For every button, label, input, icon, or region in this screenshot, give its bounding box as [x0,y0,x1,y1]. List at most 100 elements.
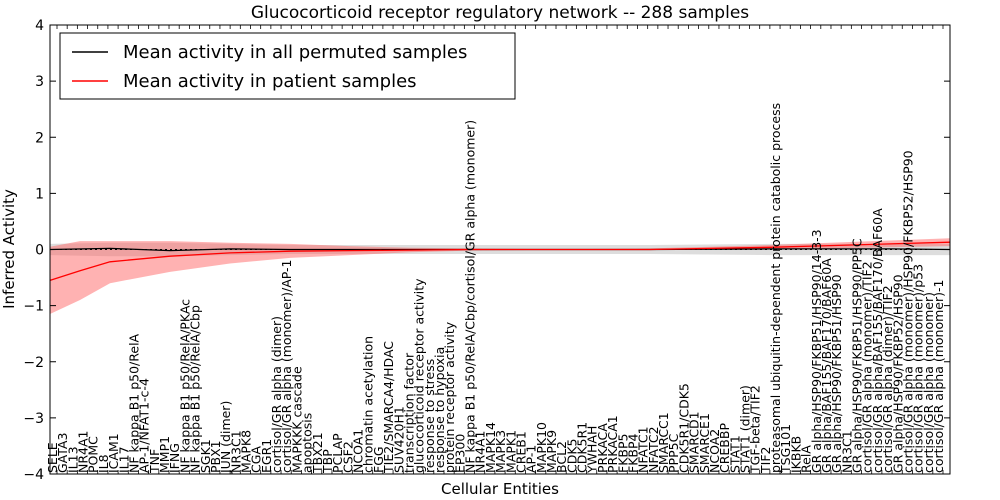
x-tick-label: JUN (dimer) [218,401,233,474]
x-tick-label: SGK1 [198,439,213,473]
x-tick-label: CGA [249,446,264,473]
x-tick-label: glucocorticoid receptor activity [412,278,427,473]
x-tick-label: GR alpha/HSP90/FKBP52/HSP90 [890,274,905,473]
x-tick-label: protein receptor activity [442,321,457,473]
y-tick-label: 4 [35,18,44,34]
x-tick-label: PRKACA1 [605,415,620,473]
x-tick-label: AP-1/NFAT1-c-4 [137,378,152,473]
x-tick-label: MAPKKK cascade [289,366,304,473]
x-tick-label: cortisol/GR alpha (monomer)/TIF2 [860,261,875,473]
x-tick-label: NF kappa B1 p50/RelA [127,333,142,473]
y-axis-label: Inferred Activity [0,189,18,309]
x-tick-label: NFATC1 [636,426,651,473]
x-tick-label: cortisol/GR alpha/BAF155/BAF170/BAF60A [870,208,885,473]
x-tick-label: IL8 [96,454,111,473]
x-tick-label: cortisol/GR alpha (monomer)/HSP90/FKBP52… [900,150,915,473]
legend-label-mean-activity-in-patient-samples: Mean activity in patient samples [123,71,417,92]
x-tick-label: NR3C1 [228,430,243,473]
x-tick-label: PBX1 [208,440,223,473]
x-tick-label: IL17 [116,446,131,473]
x-tick-label: PCLAP [330,433,345,473]
y-tick-label: −4 [23,467,44,483]
x-tick-label: TNF [147,449,162,474]
series-lines [49,241,951,282]
x-tick-label: MAPK1 [503,430,518,473]
y-tick-label: 2 [35,130,44,146]
y-tick-label: 3 [35,74,44,90]
x-tick-label: GR alpha/HSP90/FKBP51/HSP90 [829,274,844,473]
x-tick-label: MAPK14 [483,422,498,473]
y-tick-label: 1 [35,186,44,202]
series-line-mean-activity-in-patient-samples [49,241,951,282]
x-tick-label: IFNG [167,443,182,473]
x-axis-label: Cellular Entities [441,480,559,498]
x-tick-label: BCL2 [554,441,569,473]
x-tick-label: PPP5C [666,433,681,473]
x-tick-label: SUV420H1 [391,406,406,473]
x-tick-label: FKBP5 [615,434,630,473]
x-tick-label: CREB1 [514,431,529,473]
x-tick-label: response to stress [422,359,437,473]
legend-box [59,32,516,100]
x-tick-label: NR3C1 [839,430,854,473]
x-tick-label: MAPK10 [534,422,549,473]
x-tick-label: CDK5 [564,438,579,473]
x-tick-label: NR4A1 [76,431,91,474]
x-tick-label: ICAM1 [106,433,121,473]
x-tick-label: apoptosis [300,413,315,473]
x-tick-label: NCOA2 [707,429,722,473]
x-tick-label: TIF2 [758,447,773,474]
x-tick-label: EP300 [452,434,467,473]
x-tick-label: chromatin acetylation [361,336,376,473]
x-tick-label: SMARCC1 [656,412,671,473]
x-tick-label: cortisol/GR alpha (monomer)-1 [931,280,946,473]
x-tick-label: MAPK3 [493,430,508,473]
y-axis-ticks: −4 −3 −2 −1 0 1 2 3 4 [23,18,950,483]
band-mean-activity-in-patient-samples [50,238,950,314]
chart-title: Glucocorticoid receptor regulatory netwo… [251,3,749,23]
x-tick-label: MMP1 [157,436,172,473]
x-tick-label: cortisol/GR alpha (dimer)/TIF2 [880,285,895,473]
y-tick-label: −2 [23,355,44,371]
x-tick-label: CDK5R1 [575,422,590,473]
x-tick-label: NF kappa B1 p50/RelA/Cbp/cortisol/GR alp… [463,120,478,473]
x-tick-label: RelA [799,445,814,473]
legend: Mean activity in all permuted samples Mea… [59,32,516,100]
x-tick-label: NF kappa B1 p50/RelA/Cbp [188,305,203,473]
x-tick-label: TIE2/SMARCA4/HDAC [381,341,396,474]
x-tick-label: cortisol/GR alpha (monomer)/AP-1 [279,260,294,474]
x-tick-label: EGR1 [259,439,274,473]
x-tick-label: PRKACA [595,423,610,473]
x-tick-label: NCOA1 [351,429,366,473]
x-tick-label: cortisol/GR alpha (dimer) [269,316,284,473]
x-tick-label: IKBKB [788,436,803,473]
x-tick-label: NR4A1 [473,431,488,474]
x-tick-label: TGF-beta/TIF2 [748,385,763,474]
x-tick-label: IL13 [65,446,80,473]
x-tick-label: cortisol/GR alpha (monomer) [921,292,936,473]
x-tick-label: AP-1 [524,445,539,473]
x-tick-label: CSF2 [340,441,355,473]
y-tick-label: −1 [23,299,44,315]
x-tick-label: GR alpha/HSP90/FKBP51/HSP90/PP5C [850,238,865,473]
x-tick-label: response to hypoxia [432,347,447,473]
x-tick-label: GATA3 [55,433,70,473]
x-tick-label: CDK5R1/CDK5 [676,383,691,473]
x-tick-label: SELE [45,442,60,473]
x-tick-label: MAPK9 [544,430,559,473]
x-axis-ticks [56,25,944,474]
x-tick-label: STAT1 (dimer) [738,385,753,473]
x-tick-label: NFATC2 [646,426,661,473]
x-tick-label: STAT1 [727,435,742,473]
legend-label-mean-activity-in-all-permuted-samples: Mean activity in all permuted samples [123,42,467,63]
x-tick-label: TSG101 [778,424,793,474]
x-tick-label: TBP [320,449,335,474]
x-tick-label: MAPK8 [239,430,254,473]
x-tick-label: YWHAH [585,426,600,474]
x-tick-label: SMARCE1 [697,413,712,473]
x-tick-label: transcription factor [401,352,416,473]
x-tick-label: NF kappa B1 p50/RelA/PKAc [177,299,192,473]
x-tick-label: FKBP4 [626,433,641,473]
